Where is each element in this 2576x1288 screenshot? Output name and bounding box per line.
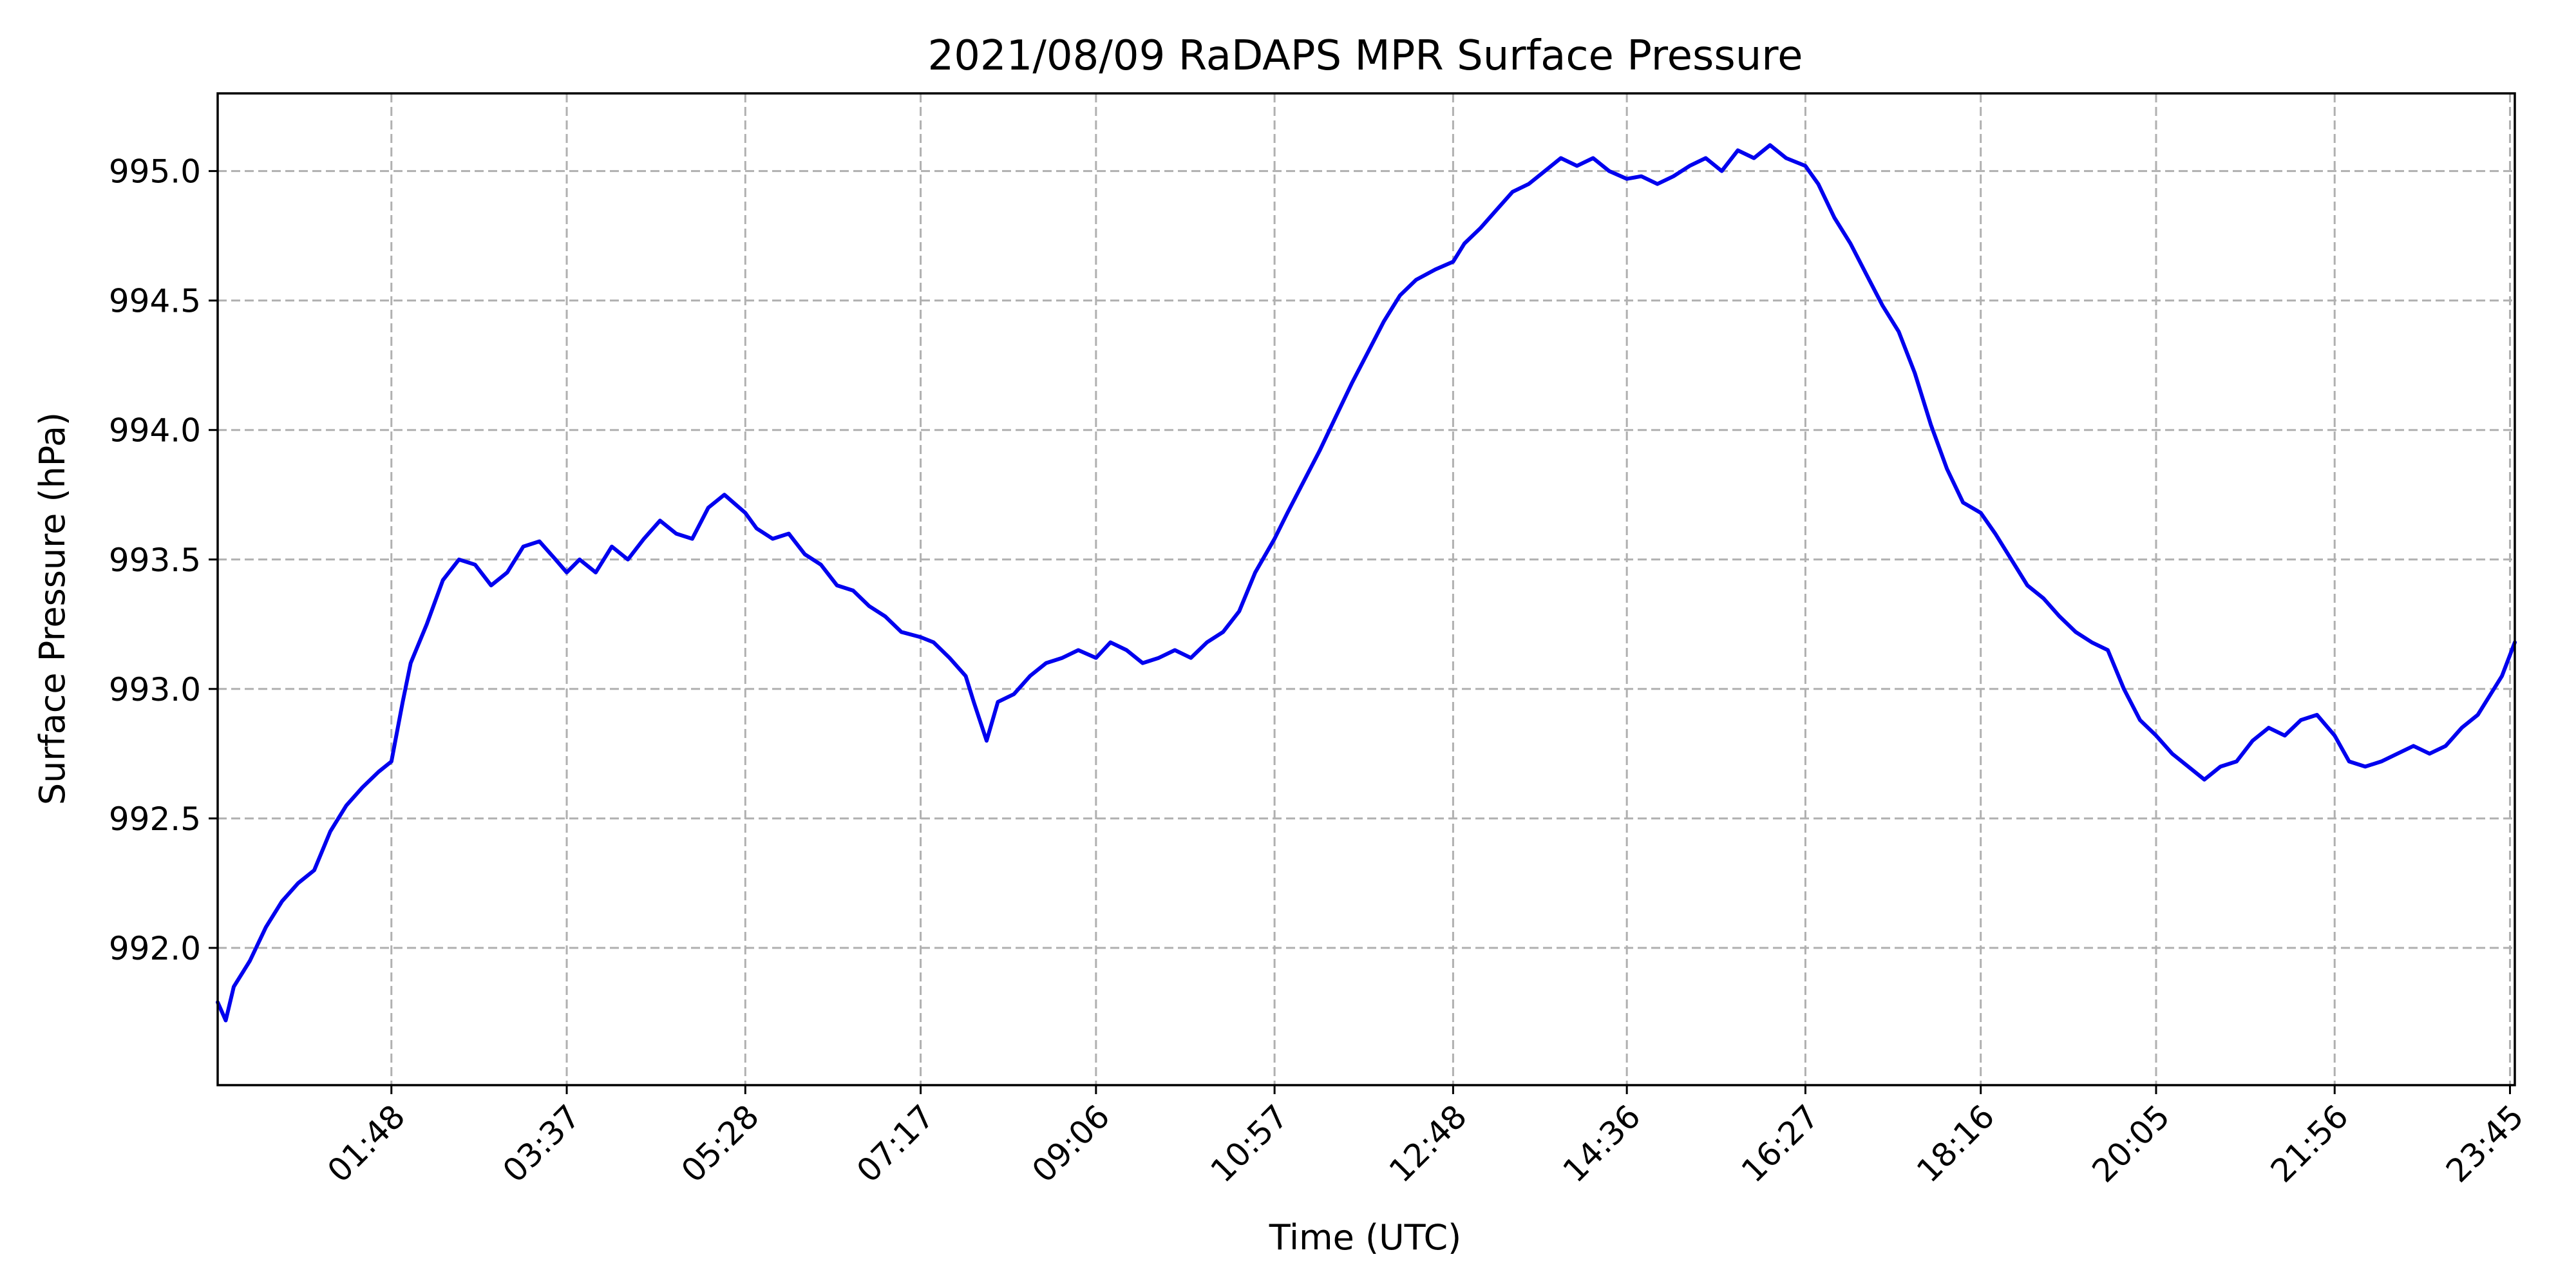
data-point bbox=[579, 559, 580, 560]
data-point bbox=[2043, 598, 2044, 599]
data-point bbox=[772, 538, 773, 540]
data-point bbox=[2123, 688, 2125, 690]
data-point bbox=[555, 559, 556, 560]
data-point bbox=[539, 541, 540, 542]
data-point bbox=[2220, 766, 2221, 767]
x-axis-label: Time (UTC) bbox=[1269, 1217, 1462, 1258]
data-point bbox=[1496, 209, 1497, 211]
data-point bbox=[2011, 559, 2012, 560]
data-point bbox=[611, 546, 612, 547]
data-point bbox=[362, 787, 363, 788]
data-point bbox=[1399, 295, 1401, 296]
data-point bbox=[595, 572, 596, 573]
data-point bbox=[566, 572, 567, 573]
data-point bbox=[973, 701, 974, 703]
data-point bbox=[920, 636, 922, 638]
data-point bbox=[1882, 305, 1883, 307]
data-point bbox=[281, 900, 283, 902]
y-tick-label: 995.0 bbox=[109, 153, 201, 191]
chart-title: 2021/08/09 RaDAPS MPR Surface Pressure bbox=[927, 32, 1803, 80]
y-tick-label: 994.5 bbox=[109, 283, 201, 320]
data-point bbox=[402, 701, 403, 703]
data-point bbox=[2429, 753, 2430, 754]
data-point bbox=[933, 641, 934, 643]
data-point bbox=[2334, 735, 2335, 736]
data-point bbox=[1274, 538, 1275, 540]
y-tick-label: 992.5 bbox=[109, 800, 201, 838]
data-point bbox=[1367, 352, 1368, 353]
data-point bbox=[1452, 261, 1454, 262]
data-point bbox=[1833, 217, 1835, 218]
data-point bbox=[2155, 735, 2157, 736]
data-point bbox=[659, 520, 661, 522]
data-point bbox=[627, 559, 629, 560]
data-point bbox=[2300, 719, 2302, 721]
data-point bbox=[756, 527, 757, 529]
data-point bbox=[1866, 274, 1867, 276]
data-point bbox=[2316, 714, 2318, 715]
data-point bbox=[1480, 227, 1481, 229]
data-point bbox=[820, 564, 822, 565]
data-point bbox=[2397, 753, 2398, 754]
plot-frame bbox=[216, 92, 2516, 1086]
data-point bbox=[643, 538, 645, 540]
data-point bbox=[1962, 502, 1964, 503]
data-point bbox=[249, 960, 251, 961]
data-point bbox=[2477, 714, 2479, 715]
data-point bbox=[2236, 761, 2237, 762]
data-point bbox=[1994, 533, 1996, 535]
data-point bbox=[1110, 641, 1111, 643]
data-point bbox=[1255, 572, 1256, 573]
y-tick-label: 992.0 bbox=[109, 930, 201, 967]
data-point bbox=[885, 616, 886, 617]
data-points bbox=[217, 144, 2515, 1021]
data-point bbox=[523, 546, 524, 547]
data-point bbox=[2381, 761, 2382, 762]
data-point bbox=[225, 1019, 227, 1021]
data-point bbox=[426, 623, 428, 625]
data-point bbox=[1850, 243, 1851, 244]
data-point bbox=[391, 761, 392, 762]
data-point bbox=[1238, 611, 1240, 612]
data-point bbox=[788, 533, 790, 535]
y-tick-label: 993.0 bbox=[109, 671, 201, 708]
y-tick-label: 993.5 bbox=[109, 542, 201, 579]
data-point bbox=[2284, 735, 2286, 736]
data-point bbox=[1512, 191, 1513, 193]
grid bbox=[218, 93, 2515, 1085]
data-point bbox=[2139, 719, 2141, 721]
data-point bbox=[1206, 641, 1208, 643]
data-point bbox=[1351, 383, 1352, 384]
y-axis-label: Surface Pressure (hPa) bbox=[32, 412, 73, 805]
series-line bbox=[216, 143, 2517, 1023]
y-tick-label: 994.0 bbox=[109, 412, 201, 450]
